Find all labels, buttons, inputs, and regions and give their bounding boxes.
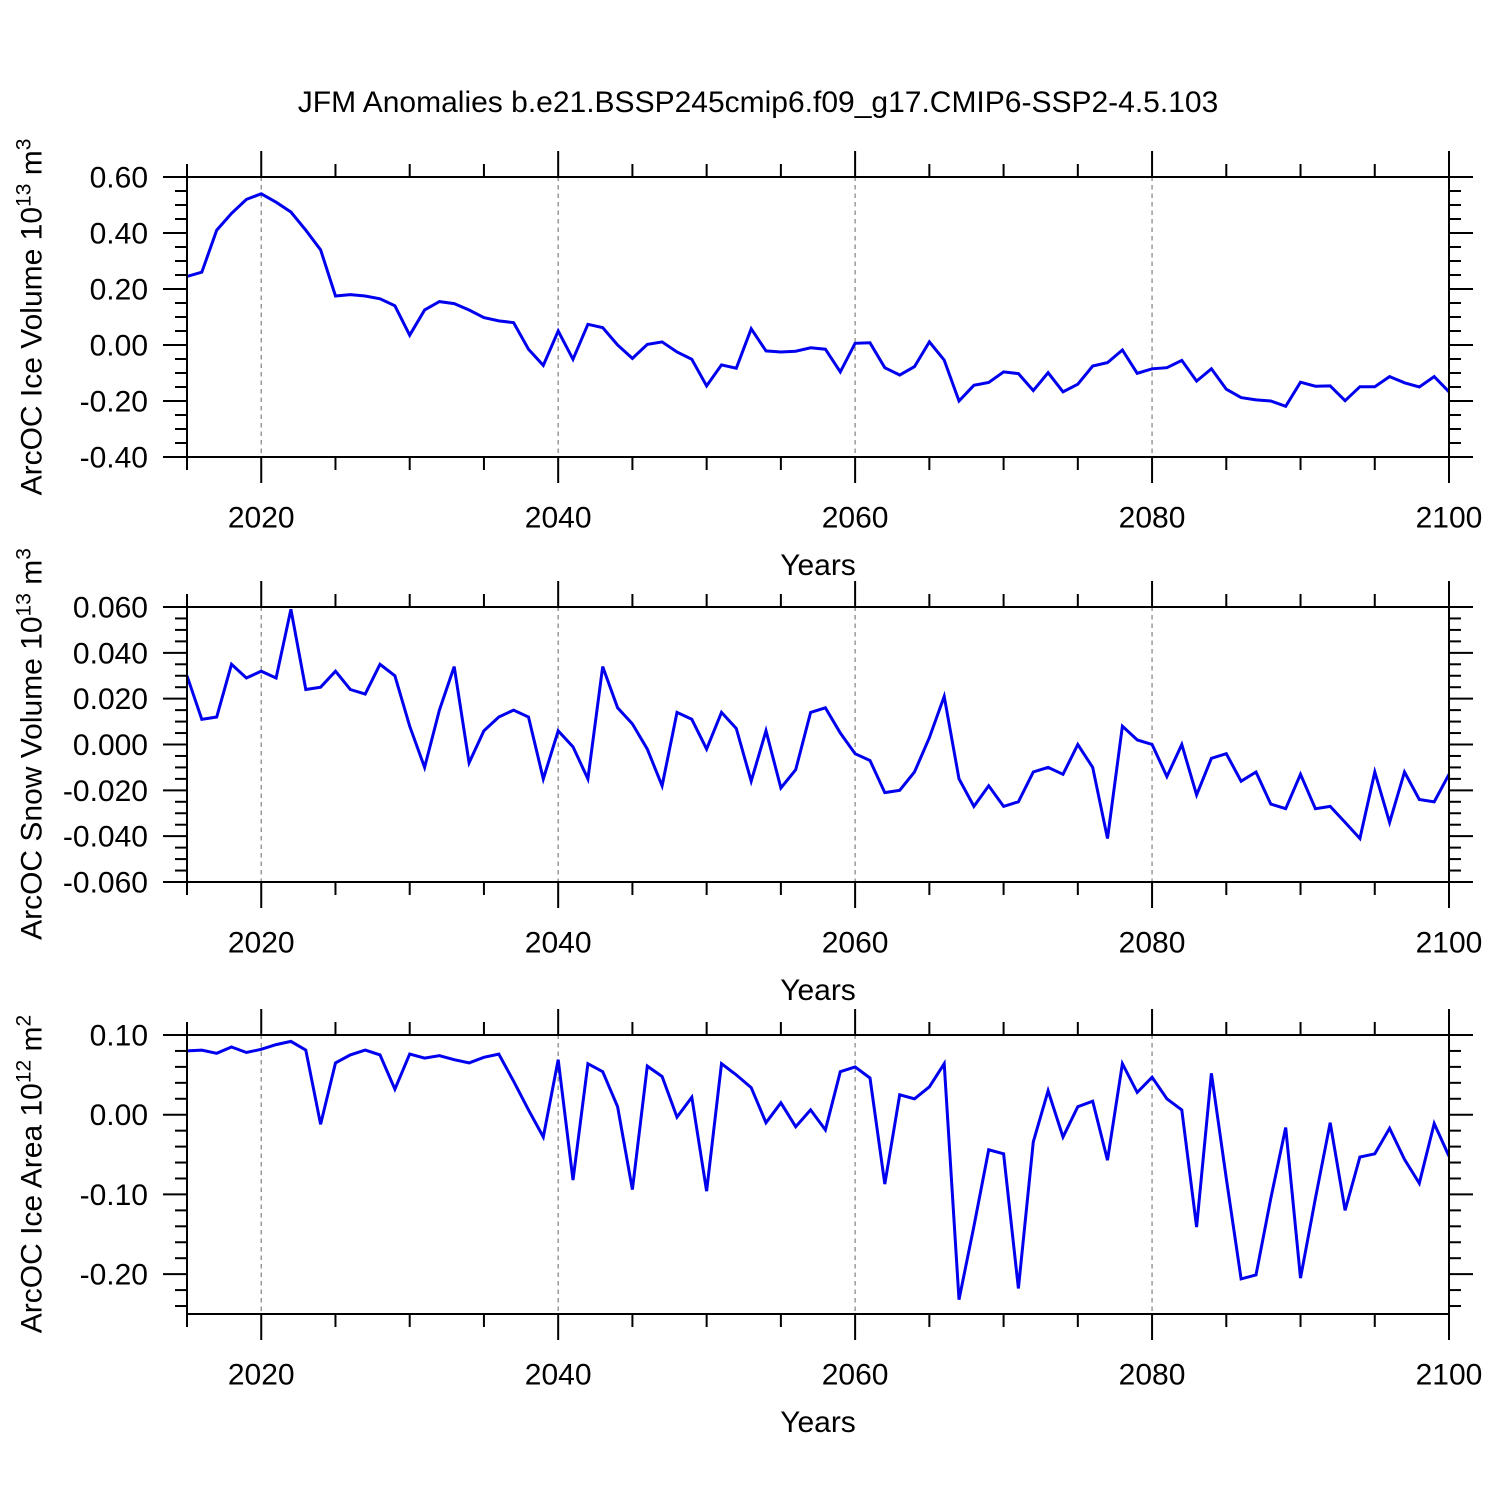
x-tick-labels: 2020 2040 2060 2080 2100 — [228, 502, 1483, 535]
y-tick-label: 0.40 — [90, 218, 148, 251]
panel-ice-area: 2020 2040 2060 2080 2100 0.10 0.00 -0.10 -0.20 — [80, 1009, 1483, 1392]
x-axis-title-panel-1: Years — [780, 549, 856, 582]
y-tick-label: 0.040 — [73, 637, 148, 670]
y-tick-label: 0.000 — [73, 729, 148, 762]
grid-lines — [260, 1009, 1153, 1340]
x-tick-label: 2080 — [1119, 927, 1186, 960]
grid-lines — [260, 581, 1153, 908]
x-tick-labels: 2020 2040 2060 2080 2100 — [228, 927, 1483, 960]
chart-title: JFM Anomalies b.e21.BSSP245cmip6.f09_g17… — [297, 86, 1219, 119]
y-tick-label: 0.060 — [73, 592, 148, 625]
plot-frame — [186, 606, 1450, 883]
x-tick-label: 2080 — [1119, 502, 1186, 535]
y-tick-labels: 0.60 0.40 0.20 0.00 -0.20 -0.40 — [80, 162, 148, 475]
data-line-ice-area — [186, 1039, 1451, 1300]
x-axis-title-panel-2: Years — [780, 974, 856, 1007]
y-tick-label: -0.040 — [63, 821, 148, 854]
x-tick-label: 2060 — [822, 1359, 889, 1392]
x-tick-label: 2020 — [228, 502, 295, 535]
y-tick-label: 0.10 — [90, 1020, 148, 1053]
y-tick-label: -0.020 — [63, 775, 148, 808]
y-tick-labels: 0.10 0.00 -0.10 -0.20 — [80, 1020, 148, 1292]
x-ticks — [186, 581, 1450, 908]
x-tick-label: 2060 — [822, 502, 889, 535]
y-tick-label: -0.20 — [80, 386, 148, 419]
x-tick-label: 2020 — [228, 1359, 295, 1392]
y-tick-label: 0.00 — [90, 330, 148, 363]
x-tick-label: 2040 — [525, 1359, 592, 1392]
plot-frame — [186, 1034, 1450, 1315]
plot-frame — [186, 176, 1450, 458]
y-tick-label: 0.60 — [90, 162, 148, 195]
y-tick-labels: 0.060 0.040 0.020 0.000 -0.020 -0.040 -0.060 — [63, 592, 148, 900]
data-line-snow-volume — [185, 608, 1451, 842]
data-line-ice-volume — [186, 192, 1451, 409]
panel-snow-volume: 2020 2040 2060 2080 2100 0.060 0.040 0.020 0.000… — [63, 581, 1482, 960]
x-tick-label: 2100 — [1416, 1359, 1483, 1392]
y-ticks — [163, 1034, 1473, 1308]
y-tick-label: -0.060 — [63, 867, 148, 900]
y-tick-label: -0.40 — [80, 442, 148, 475]
x-tick-label: 2020 — [228, 927, 295, 960]
x-tick-label: 2040 — [525, 502, 592, 535]
x-tick-label: 2060 — [822, 927, 889, 960]
x-tick-label: 2100 — [1416, 502, 1483, 535]
x-tick-label: 2100 — [1416, 927, 1483, 960]
y-tick-label: 0.00 — [90, 1099, 148, 1132]
x-ticks — [186, 1009, 1450, 1340]
y-tick-label: 0.20 — [90, 274, 148, 307]
y-tick-label: -0.20 — [80, 1259, 148, 1292]
y-tick-label: -0.10 — [80, 1179, 148, 1212]
y-ticks — [163, 606, 1473, 883]
x-tick-label: 2040 — [525, 927, 592, 960]
x-ticks — [186, 151, 1450, 483]
x-tick-label: 2080 — [1119, 1359, 1186, 1392]
y-ticks — [163, 176, 1473, 458]
x-axis-title-panel-3: Years — [780, 1406, 856, 1439]
x-tick-labels: 2020 2040 2060 2080 2100 — [228, 1359, 1483, 1392]
panel-ice-volume: 2020 2040 2060 2080 2100 0.60 0.40 0.20 0.00 -0.2… — [80, 151, 1483, 535]
y-tick-label: 0.020 — [73, 683, 148, 716]
grid-lines — [260, 151, 1153, 483]
